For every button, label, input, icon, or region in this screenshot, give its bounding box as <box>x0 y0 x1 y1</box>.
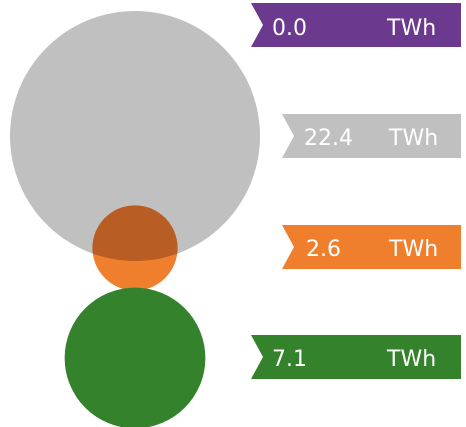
label-value: 22.4 <box>304 126 353 151</box>
label-unit: TWh <box>386 347 436 372</box>
label-value: 0.0 <box>272 16 307 41</box>
label-2-6: 2.6 TWh <box>282 225 461 269</box>
bubble-7-1 <box>64 287 206 427</box>
bubble-overlap <box>92 205 178 261</box>
label-flag <box>282 114 461 158</box>
label-value: 7.1 <box>272 347 307 372</box>
label-22-4: 22.4 TWh <box>282 114 461 158</box>
label-0-0: 0.0 TWh <box>251 3 461 47</box>
label-unit: TWh <box>386 16 436 41</box>
label-value: 2.6 <box>306 237 341 262</box>
label-7-1: 7.1 TWh <box>251 335 461 379</box>
label-unit: TWh <box>388 126 438 151</box>
label-unit: TWh <box>388 237 438 262</box>
label-flag <box>282 225 461 269</box>
label-flag <box>251 3 461 47</box>
bubble-22-4 <box>10 11 260 261</box>
label-flag <box>251 335 461 379</box>
